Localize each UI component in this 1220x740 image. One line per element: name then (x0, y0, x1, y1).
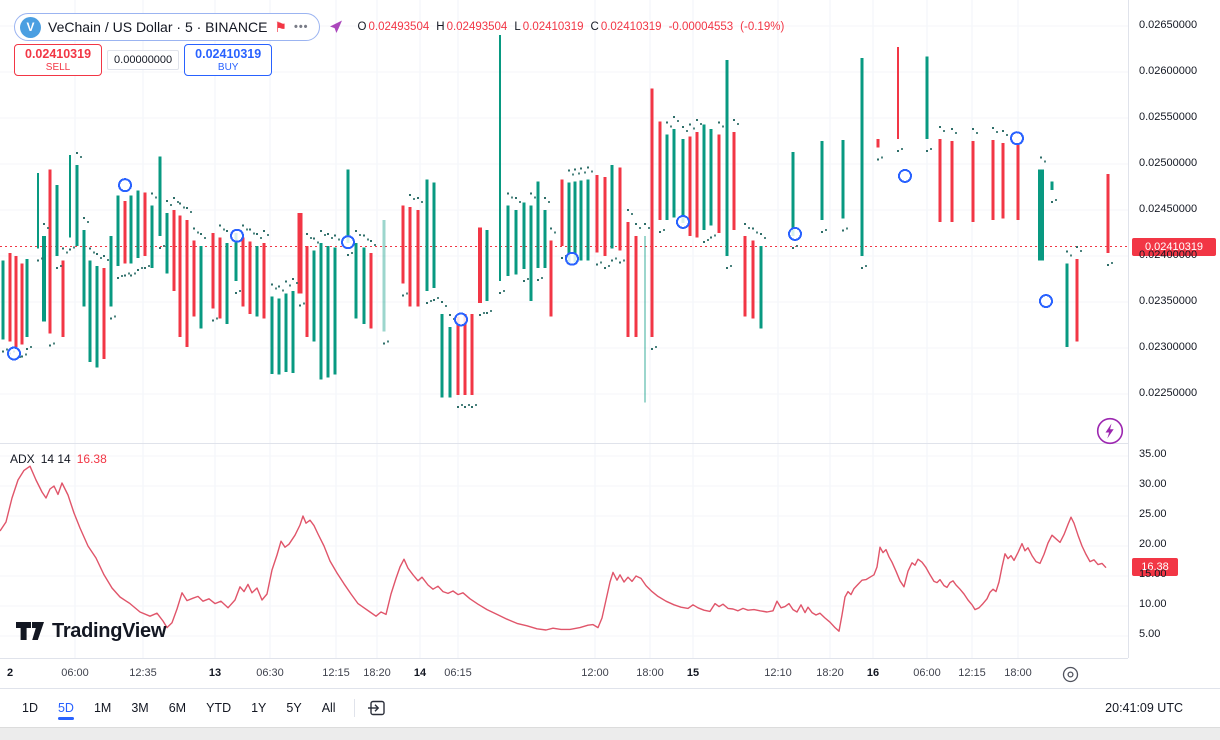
ohlc-low-label: L (514, 21, 521, 33)
price-pane[interactable]: V VeChain / US Dollar · 5 · BINANCE ⚑ ••… (0, 0, 1128, 445)
adx-pane[interactable]: ADX 14 14 16.38 TradingView (0, 443, 1128, 658)
adx-axis-label: 25.00 (1139, 508, 1167, 520)
more-options-icon[interactable]: ••• (293, 21, 309, 33)
signal-markers (7, 131, 1053, 361)
time-axis-label: 12:15 (322, 667, 350, 679)
ohlc-readout: O 0.02493504 H 0.02493504 L 0.02410319 C 0.0… (358, 21, 785, 33)
time-axis-label: 16 (866, 667, 880, 679)
session-clock[interactable]: 20:41:09 UTC (1105, 701, 1183, 715)
range-button-5y[interactable]: 5Y (278, 695, 309, 721)
price-axis-label: 0.02250000 (1139, 387, 1198, 399)
buy-label: BUY (217, 62, 239, 73)
time-axis-label: 12:35 (129, 667, 157, 679)
toolbar-divider (353, 699, 355, 717)
sell-button[interactable]: 0.02410319 SELL (14, 44, 103, 76)
time-axis-label: 06:30 (256, 667, 284, 679)
sell-label: SELL (45, 62, 71, 73)
current-price-badge: 0.02410319 (1132, 237, 1216, 256)
time-axis-label: 12:00 (581, 667, 609, 679)
bottom-toolbar: 1D 5D 1M 3M 6M YTD 1Y 5Y All 20:41:09 UTC (0, 688, 1220, 727)
range-button-all[interactable]: All (314, 695, 344, 721)
price-axis-label: 0.02550000 (1139, 111, 1198, 123)
psar-dots (2, 116, 1113, 408)
time-axis-label: 06:15 (444, 667, 472, 679)
price-axis-label: 0.02400000 (1139, 249, 1198, 261)
ohlc-high-value: 0.02493504 (446, 21, 508, 33)
adx-axis-label: 15.00 (1139, 568, 1167, 580)
tradingview-logo-icon (16, 621, 44, 640)
price-chart-canvas[interactable] (0, 0, 1128, 443)
ohlc-open-value: 0.02493504 (368, 21, 430, 33)
sell-price: 0.02410319 (25, 47, 92, 61)
buy-button[interactable]: 0.02410319 BUY (184, 44, 273, 76)
ohlc-high-label: H (436, 21, 445, 33)
ohlc-change-percent: (-0.19%) (740, 21, 785, 33)
range-button-1d[interactable]: 1D (14, 695, 46, 721)
time-axis-label: 15 (686, 667, 700, 679)
time-axis-label: 06:00 (61, 667, 89, 679)
adx-axis-label: 30.00 (1139, 478, 1167, 490)
buy-price: 0.02410319 (195, 47, 262, 61)
range-button-5d[interactable]: 5D (50, 695, 82, 721)
adx-axis-label: 5.00 (1139, 628, 1161, 640)
price-axis-label: 0.02600000 (1139, 65, 1198, 77)
range-button-ytd[interactable]: YTD (198, 695, 239, 721)
time-axis-label: 18:20 (363, 667, 391, 679)
adx-axis-label: 20.00 (1139, 538, 1167, 550)
share-icon[interactable] (328, 19, 344, 35)
ohlc-low-value: 0.02410319 (522, 21, 584, 33)
bottom-strip (0, 727, 1220, 740)
price-axis-label: 0.02300000 (1139, 341, 1198, 353)
price-axis-label: 0.02450000 (1139, 203, 1198, 215)
time-axis-label: 12:15 (958, 667, 986, 679)
time-axis-label: 06:00 (913, 667, 941, 679)
range-button-6m[interactable]: 6M (161, 695, 194, 721)
adx-axis-label: 10.00 (1139, 598, 1167, 610)
adx-legend[interactable]: ADX 14 14 16.38 (10, 452, 107, 466)
ohlc-close-label: C (590, 21, 599, 33)
tradingview-logo[interactable]: TradingView (16, 620, 166, 643)
adx-chart-canvas[interactable] (0, 444, 1128, 658)
adx-value-badge: 16.38 (1132, 557, 1178, 576)
trade-buttons: 0.02410319 SELL 0.00000000 0.02410319 BU… (14, 44, 273, 76)
price-axis-label: 0.02650000 (1139, 19, 1198, 31)
symbol-button[interactable]: V VeChain / US Dollar · 5 · BINANCE ⚑ ••… (14, 13, 320, 41)
adx-title: ADX (10, 452, 35, 466)
flag-icon[interactable]: ⚑ (274, 19, 287, 35)
adx-value: 16.38 (76, 452, 107, 466)
date-range-buttons: 1D 5D 1M 3M 6M YTD 1Y 5Y All (14, 695, 344, 721)
price-axis-label: 0.02500000 (1139, 157, 1198, 169)
ohlc-close-value: 0.02410319 (600, 21, 662, 33)
time-axis-label: 18:00 (636, 667, 664, 679)
range-button-3m[interactable]: 3M (123, 695, 156, 721)
time-axis-label: 13 (208, 667, 222, 679)
vechain-logo-icon: V (20, 16, 41, 38)
timezone-icon[interactable] (1062, 666, 1079, 688)
candles (1, 35, 1110, 403)
range-button-1m[interactable]: 1M (86, 695, 119, 721)
tradingview-logo-text: TradingView (52, 620, 167, 642)
adx-axis-label: 35.00 (1139, 448, 1167, 460)
symbol-title: VeChain / US Dollar · 5 · BINANCE (48, 19, 268, 35)
chart-legend: V VeChain / US Dollar · 5 · BINANCE ⚑ ••… (14, 13, 784, 41)
ohlc-open-label: O (357, 21, 367, 33)
time-axis-label: 2 (6, 667, 14, 679)
ohlc-change-value: -0.00004553 (668, 21, 734, 33)
price-axis-label: 0.02350000 (1139, 295, 1198, 307)
spread-value: 0.00000000 (107, 50, 180, 70)
adx-line (0, 465, 1107, 632)
boost-lightning-button[interactable] (1096, 417, 1124, 445)
go-to-date-button[interactable] (365, 696, 389, 720)
time-axis-label: 14 (413, 667, 427, 679)
time-axis-label: 18:20 (816, 667, 844, 679)
range-button-1y[interactable]: 1Y (243, 695, 274, 721)
price-axis[interactable]: 0.02410319 16.38 0.02650000 0.02600000 0.0… (1128, 0, 1220, 658)
adx-params: 14 14 (40, 452, 71, 466)
time-axis-label: 18:00 (1004, 667, 1032, 679)
time-axis[interactable]: 2 06:00 12:35 13 06:30 12:15 18:20 14 06:15 12:00… (0, 658, 1128, 688)
time-axis-label: 12:10 (764, 667, 792, 679)
